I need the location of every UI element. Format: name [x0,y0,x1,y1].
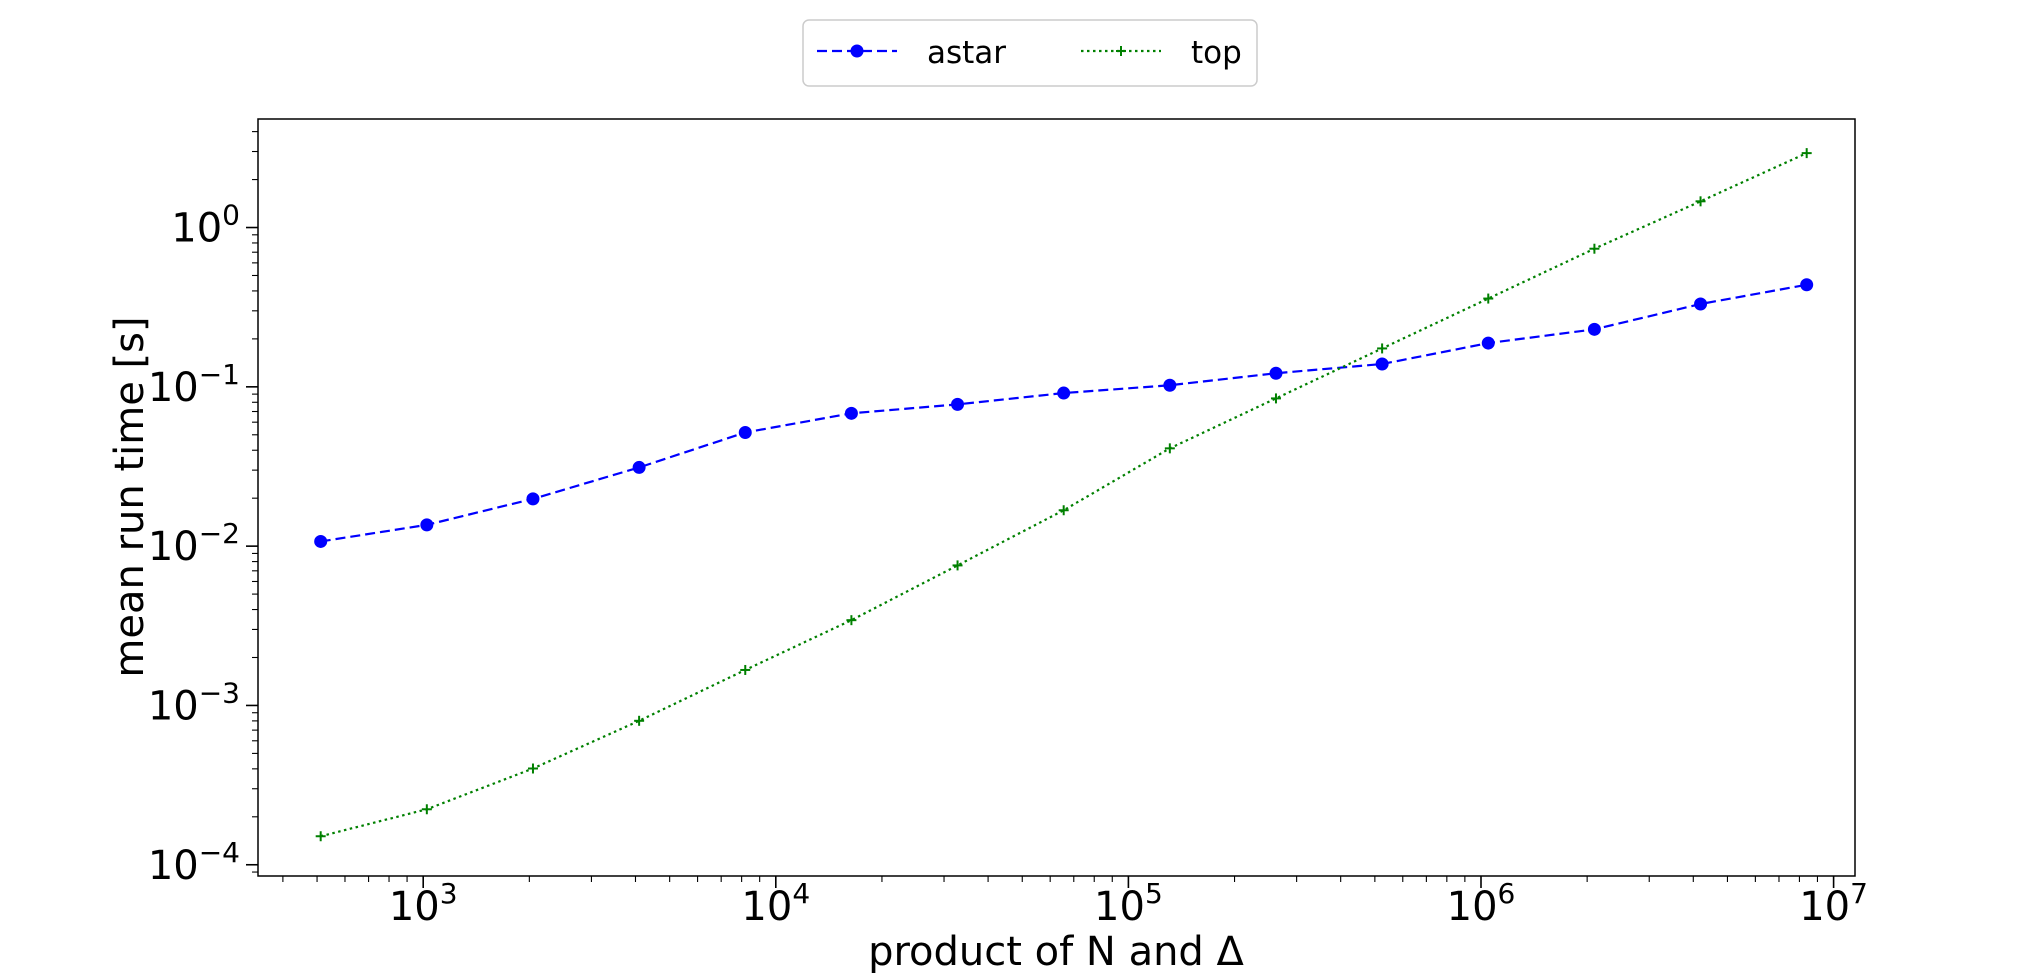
y-axis-label: mean run time [s] [107,316,153,677]
data-point-top-10 [1377,343,1388,354]
data-point-astar-13 [1694,297,1708,311]
data-point-astar-11 [1481,336,1495,350]
data-point-top-1 [421,804,432,815]
data-point-astar-3 [632,460,646,474]
data-point-top-11 [1483,293,1494,304]
x-tick-label-0: 103 [389,877,458,930]
data-point-top-3 [634,715,645,726]
data-point-astar-10 [1375,357,1389,371]
data-point-top-13 [1695,196,1706,207]
data-point-top-7 [1058,505,1069,516]
axis-ticks [246,131,1835,888]
legend-marker-astar [850,44,864,58]
legend-marker-top [1116,46,1126,56]
data-point-top-14 [1801,148,1812,159]
x-axis-label: product of N and Δ [868,929,1244,973]
data-point-astar-4 [738,425,752,439]
y-tick-label-1: 10−3 [148,676,240,729]
tick-labels: 103 104 105 106 107 10−4 10−3 10−2 10−1 100 [148,199,1868,930]
legend-label-astar: astar [927,35,1006,71]
legend-sample-top [1081,46,1161,56]
data-point-astar-12 [1587,322,1601,336]
data-point-top-9 [1270,393,1281,404]
data-point-top-2 [527,763,538,774]
data-point-astar-2 [526,492,540,506]
series-layer [314,148,1814,842]
series-astar [314,278,1814,548]
y-tick-label-0: 10−4 [148,836,240,889]
x-tick-label-1: 104 [741,877,810,930]
legend-sample-astar [817,44,897,58]
x-tick-label-3: 106 [1447,877,1516,930]
data-point-top-5 [846,615,857,626]
data-point-astar-1 [420,518,434,532]
data-point-astar-8 [1163,378,1177,392]
data-point-astar-0 [314,534,328,548]
data-point-astar-5 [844,406,858,420]
data-point-top-4 [740,664,751,675]
y-tick-label-4: 100 [171,199,240,252]
y-tick-label-3: 10−1 [148,358,240,411]
data-point-top-0 [315,831,326,842]
x-tick-label-2: 105 [1094,877,1163,930]
data-point-top-6 [952,560,963,571]
y-tick-label-2: 10−2 [148,517,240,570]
data-point-top-8 [1164,443,1175,454]
x-tick-label-4: 107 [1799,877,1868,930]
data-point-astar-9 [1269,366,1283,380]
data-point-astar-6 [951,397,965,411]
legend: astar top [802,19,1258,87]
data-point-astar-14 [1800,278,1814,292]
legend-label-top: top [1191,35,1242,71]
series-top [315,148,1812,842]
legend-frame [802,19,1258,87]
data-point-top-12 [1589,243,1600,254]
plot-frame [257,118,1856,877]
data-point-astar-7 [1057,386,1071,400]
